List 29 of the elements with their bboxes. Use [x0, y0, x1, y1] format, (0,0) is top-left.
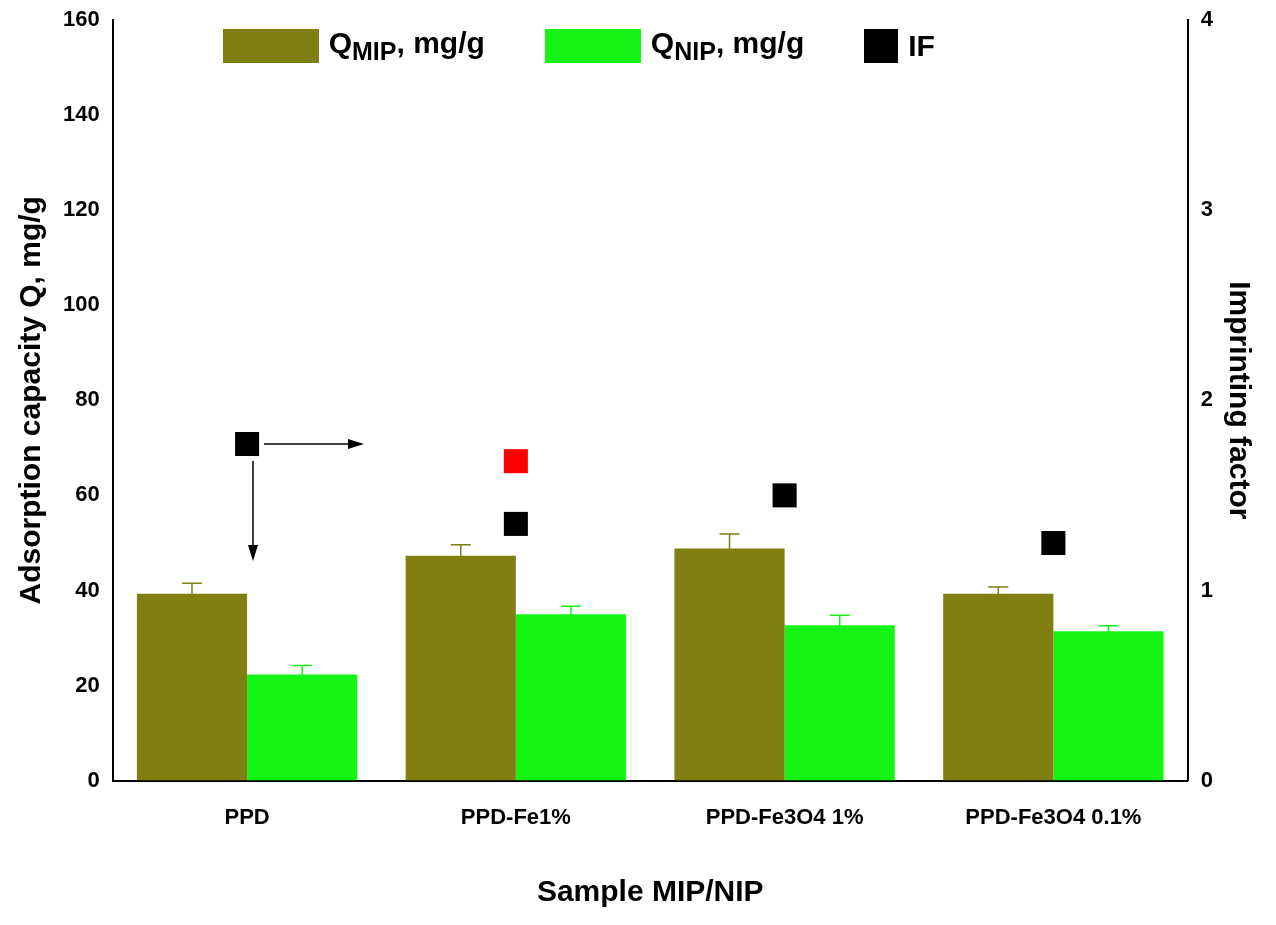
x-tick-label: PPD-Fe1%	[460, 803, 571, 829]
point	[235, 432, 260, 457]
point	[503, 449, 528, 474]
y2-axis-title: Imprinting factor	[1223, 281, 1257, 520]
y-tick-label: 100	[62, 291, 100, 317]
y-tick-label: 60	[75, 481, 100, 507]
point	[1041, 530, 1066, 555]
legend-label: Q$_{MIP}$, mg/g	[328, 26, 485, 66]
legend-label: Q$_{NIP}$, mg/g	[650, 26, 805, 66]
y2-tick-label: 3	[1200, 196, 1214, 222]
x-axis-title: Sample MIP/NIP	[536, 874, 764, 908]
y-tick-label: 120	[62, 196, 100, 222]
point	[503, 511, 528, 536]
y-tick-label: 40	[75, 576, 100, 602]
point	[772, 483, 797, 508]
y2-tick-label: 2	[1200, 386, 1214, 412]
x-tick-label: PPD	[224, 803, 270, 829]
y-tick-label: 140	[62, 101, 100, 127]
y2-tick-label: 1	[1200, 576, 1214, 602]
y-axis-title: Adsorption capacity Q, mg/g	[13, 196, 47, 605]
legend-label: IF	[908, 29, 935, 63]
y-tick-label: 20	[75, 671, 100, 697]
x-tick-label: PPD-Fe3O4 0.1%	[965, 803, 1142, 829]
y-tick-label: 0	[87, 766, 100, 792]
x-tick-label: PPD-Fe3O4 1%	[705, 803, 864, 829]
y2-tick-label: 4	[1200, 6, 1214, 32]
y-tick-label: 80	[75, 386, 100, 412]
y2-tick-label: 0	[1200, 766, 1214, 792]
y-tick-label: 160	[62, 6, 100, 32]
